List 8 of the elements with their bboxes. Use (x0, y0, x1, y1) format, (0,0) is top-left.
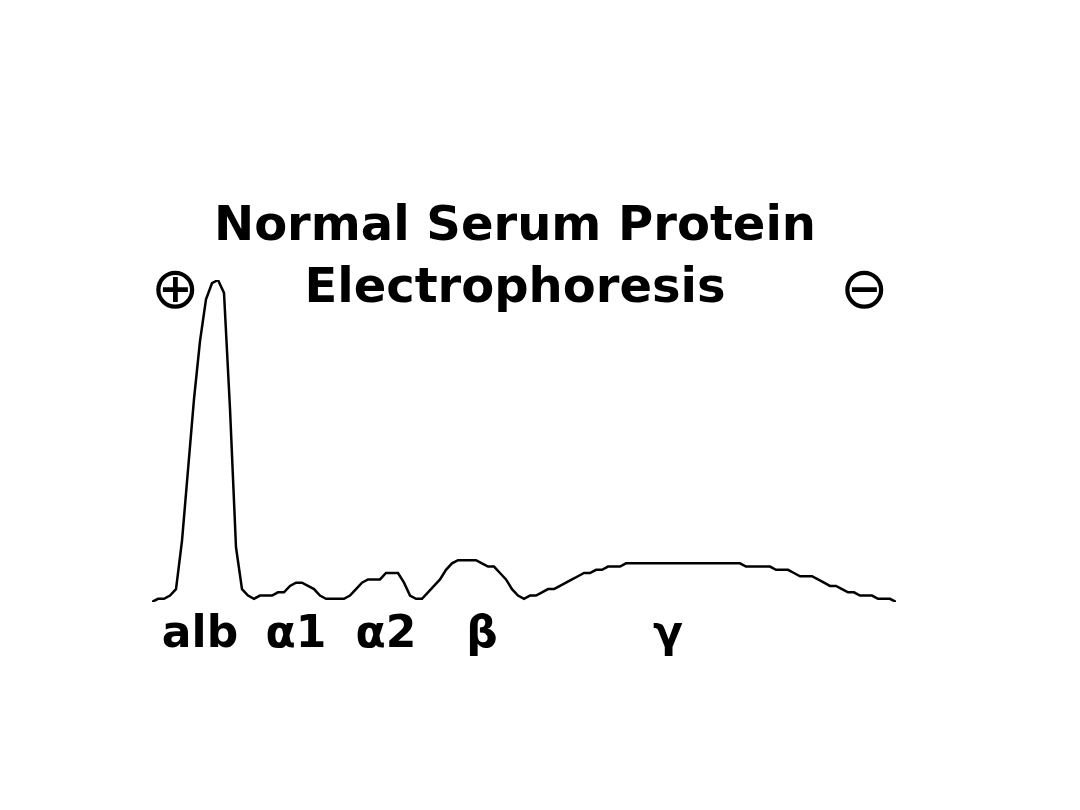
x-tick-label: α2 (355, 606, 417, 657)
x-tick-label: β (466, 606, 498, 657)
x-tick-label: alb (161, 606, 239, 657)
x-tick-label: α1 (265, 606, 327, 657)
x-tick-label: γ (653, 606, 684, 657)
chart-title: Normal Serum Protein Electrophoresis (213, 195, 817, 314)
annotation: ⊖ (840, 254, 889, 322)
annotation: ⊕ (151, 254, 200, 322)
